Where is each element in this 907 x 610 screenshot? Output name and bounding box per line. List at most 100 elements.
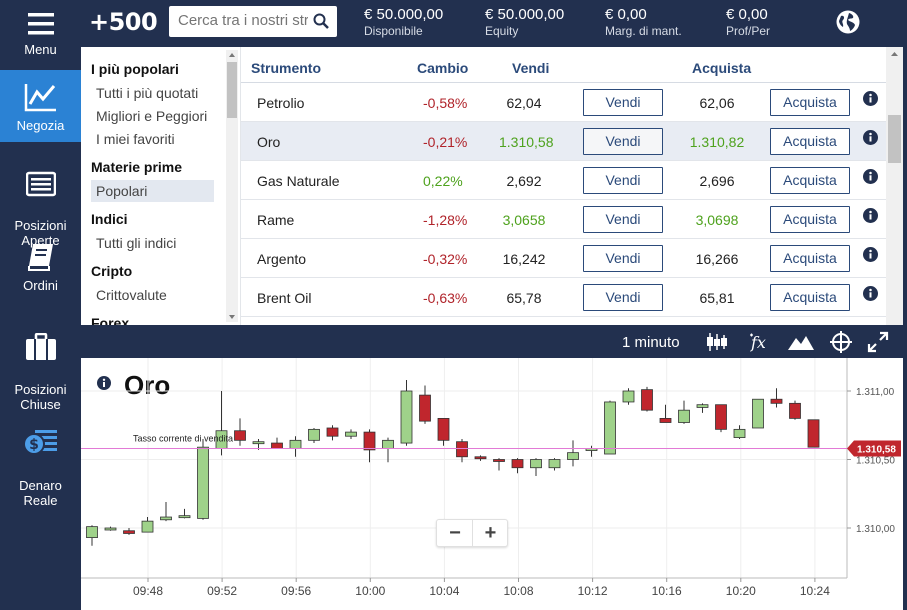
- candle: [197, 446, 209, 519]
- nav-menu[interactable]: Menu: [0, 0, 81, 68]
- scroll-up-arrow-icon[interactable]: [226, 51, 238, 59]
- zoom-out-button[interactable]: −: [449, 522, 461, 544]
- table-row[interactable]: Petrolio -0,58% 62,04 Vendi 62,06 Acquista: [241, 83, 886, 122]
- price-chart[interactable]: Oro 1.311,00 1.310,50 1.310,00 09:48 09:52 09…: [81, 358, 903, 610]
- header-divider: [241, 82, 886, 83]
- table-row[interactable]: Argento -0,32% 16,242 Vendi 16,266 Acquista: [241, 239, 886, 278]
- briefcase-icon: [25, 333, 56, 360]
- candle: [308, 428, 320, 441]
- sell-price: 1.310,58: [499, 134, 554, 150]
- profit-loss: € 0,00 Prof/Per: [726, 6, 770, 38]
- nav-trade[interactable]: Negozia: [0, 70, 81, 142]
- search-icon[interactable]: [313, 13, 329, 29]
- candle: [733, 428, 746, 438]
- info-icon[interactable]: [863, 91, 878, 106]
- header-buy: Acquista: [692, 60, 752, 76]
- category-scroll-thumb[interactable]: [227, 62, 237, 118]
- table-row[interactable]: Oro -0,21% 1.310,58 Vendi 1.310,82 Acquista: [241, 122, 886, 161]
- sell-button[interactable]: Vendi: [583, 128, 663, 155]
- search-box[interactable]: [169, 6, 337, 37]
- table-scroll-thumb[interactable]: [888, 115, 901, 163]
- instrument-name[interactable]: Petrolio: [257, 95, 305, 111]
- svg-text:$: $: [29, 437, 39, 453]
- buy-button[interactable]: Acquista: [770, 206, 850, 233]
- category-item-all-indices[interactable]: Tutti gli indici: [96, 235, 177, 251]
- candle: [345, 431, 357, 437]
- info-icon[interactable]: [97, 376, 111, 390]
- info-icon[interactable]: [863, 208, 878, 223]
- info-icon[interactable]: [863, 247, 878, 262]
- current-rate-value: 1.310,58: [857, 445, 896, 456]
- timeframe-selector[interactable]: 1 minuto: [622, 334, 680, 351]
- expand-icon[interactable]: [867, 331, 889, 353]
- candle: [456, 441, 468, 458]
- info-icon[interactable]: [863, 286, 878, 301]
- svg-text:fx: fx: [750, 333, 766, 352]
- candle: [548, 459, 561, 469]
- zoom-in-button[interactable]: +: [472, 520, 508, 546]
- crosshair-icon[interactable]: [830, 331, 852, 353]
- sell-button[interactable]: Vendi: [583, 167, 663, 194]
- buy-button[interactable]: Acquista: [770, 89, 850, 116]
- category-scrollbar[interactable]: [226, 50, 238, 322]
- candle: [289, 439, 302, 449]
- buy-button[interactable]: Acquista: [770, 245, 850, 272]
- candle: [678, 409, 690, 423]
- instrument-name[interactable]: Rame: [257, 212, 295, 228]
- globe-icon[interactable]: [835, 9, 861, 35]
- trend-chart-icon: [24, 84, 56, 112]
- current-rate-tag: [847, 440, 901, 457]
- sell-price: 65,78: [506, 290, 542, 306]
- table-row[interactable]: Rame -1,28% 3,0658 Vendi 3,0698 Acquista: [241, 200, 886, 239]
- search-input[interactable]: [178, 6, 308, 35]
- candle: [622, 390, 635, 403]
- sell-button[interactable]: Vendi: [583, 245, 663, 272]
- info-icon[interactable]: [863, 130, 878, 145]
- header-instrument: Strumento: [251, 60, 321, 76]
- money-icon: $: [22, 430, 57, 455]
- category-heading-popular: I più popolari: [91, 61, 179, 77]
- category-item-top-quoted[interactable]: Tutti i più quotati: [96, 85, 199, 101]
- chart-toolbar: 1 minuto fx: [81, 325, 903, 358]
- equity-value: € 50.000,00: [485, 6, 565, 23]
- nav-open-positions[interactable]: Posizioni Aperte: [0, 152, 81, 248]
- instrument-name[interactable]: Gas Naturale: [257, 173, 340, 189]
- candle: [86, 526, 98, 538]
- instrument-name[interactable]: Oro: [257, 134, 281, 150]
- scroll-down-arrow-icon[interactable]: [226, 313, 238, 321]
- header-sell: Vendi: [512, 60, 550, 76]
- candlestick-icon[interactable]: [706, 331, 728, 353]
- category-item-popular-commodities[interactable]: Popolari: [91, 180, 214, 202]
- instrument-name[interactable]: Argento: [257, 251, 307, 267]
- buy-button[interactable]: Acquista: [770, 284, 850, 311]
- category-item-best-worst[interactable]: Migliori e Peggiori: [96, 108, 208, 124]
- candle: [641, 389, 653, 411]
- sell-button[interactable]: Vendi: [583, 284, 663, 311]
- nav-orders[interactable]: Ordini: [0, 240, 81, 300]
- category-item-favorites[interactable]: I miei favoriti: [96, 131, 175, 147]
- instrument-name[interactable]: Brent Oil: [257, 290, 312, 306]
- buy-button[interactable]: Acquista: [770, 167, 850, 194]
- buy-button[interactable]: Acquista: [770, 128, 850, 155]
- nav-closed-positions-label: Posizioni Chiuse: [14, 382, 67, 412]
- nav-real-money[interactable]: $ Denaro Reale: [0, 410, 81, 508]
- sell-button[interactable]: Vendi: [583, 206, 663, 233]
- scroll-up-arrow-icon[interactable]: [886, 49, 903, 59]
- table-row[interactable]: Gas Naturale 0,22% 2,692 Vendi 2,696 Acquista: [241, 161, 886, 200]
- indicator-fx-icon[interactable]: fx: [748, 331, 770, 353]
- buy-price: 65,81: [699, 290, 735, 306]
- table-scrollbar[interactable]: [886, 47, 903, 325]
- nav-orders-label: Ordini: [23, 278, 58, 293]
- category-item-cryptocurrencies[interactable]: Crittovalute: [96, 287, 167, 303]
- mountain-chart-icon[interactable]: [787, 331, 815, 353]
- info-icon[interactable]: [863, 169, 878, 184]
- sell-button[interactable]: Vendi: [583, 89, 663, 116]
- y-tick-label: 1.311,00: [856, 387, 895, 398]
- table-row[interactable]: Brent Oil -0,63% 65,78 Vendi 65,81 Acquista: [241, 278, 886, 317]
- category-heading-crypto: Cripto: [91, 263, 133, 279]
- category-heading-commodities: Materie prime: [91, 159, 183, 175]
- candle: [567, 452, 579, 460]
- candle: [715, 404, 727, 430]
- nav-closed-positions[interactable]: Posizioni Chiuse: [0, 316, 81, 412]
- category-heading-forex: Forex: [91, 315, 130, 325]
